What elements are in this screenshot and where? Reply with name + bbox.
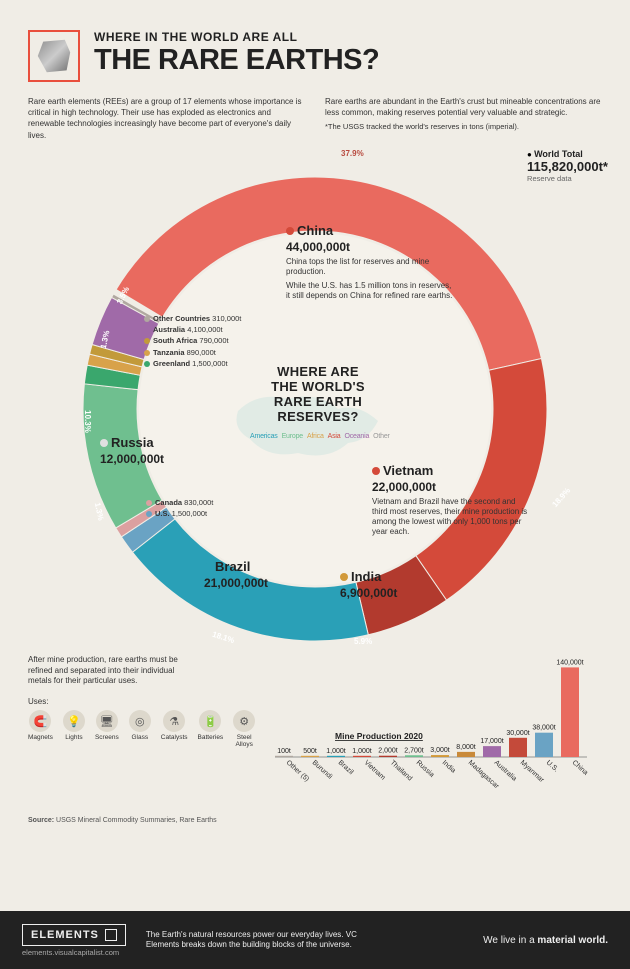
center-label: WHERE ARETHE WORLD'SRARE EARTHRESERVES?A… [248,365,388,440]
callout-russia: Russia12,000,000t [100,435,220,469]
bar-value: 2,000t [378,747,398,754]
use-item: ◎Glass [129,710,151,748]
bar-label: U.S. [545,759,560,773]
bar-russia [405,755,423,757]
bar-label: Myanmar [519,759,546,784]
legend-row: Greenland 1,500,000t [144,358,241,369]
mini-legend: Other Countries 310,000tAustralia 4,100,… [144,313,241,369]
mineral-icon [36,38,72,74]
bar-label: Brazil [337,759,355,776]
use-icon: ⚙ [233,710,255,732]
use-icon: ⚗ [163,710,185,732]
bar-value: 38,000t [533,724,556,731]
pct-label: 37.9% [341,149,364,158]
bar-australia [483,746,501,757]
use-item: ⚙Steel Alloys [233,710,255,748]
intro-columns: Rare earth elements (REEs) are a group o… [28,96,602,141]
callout-vietnam: Vietnam22,000,000tVietnam and Brazil hav… [372,463,530,541]
bar-thailand [379,755,397,756]
world-total: ● World Total 115,820,000t* Reserve data [527,149,608,183]
legend-row: Other Countries 310,000t [144,313,241,324]
callout-india: India6,900,000t [340,569,460,603]
use-icon: 🔋 [199,710,221,732]
legend-row: South Africa 790,000t [144,335,241,346]
mine-chart-title: Mine Production 2020 [335,731,423,741]
bar-label: Vietnam [363,759,387,781]
bar-madagascar [457,752,475,757]
pct-label: 10.3% [83,410,92,433]
refine-and-uses: After mine production, rare earths must … [28,655,255,805]
footer-right: We live in a material world. [483,935,608,946]
bar-india [431,755,449,757]
bar-label: Australia [493,759,518,782]
footer-url: elements.visualcapitalist.com [22,948,126,957]
uses-block: Uses: 🧲Magnets 💡Lights 🖥Screens ◎Glass ⚗Cata… [28,697,255,748]
bar-brazil [327,756,345,757]
use-icon: 🖥 [96,710,118,732]
use-icon: 🧲 [29,710,51,732]
use-item: 💡Lights [63,710,85,748]
uses-row: 🧲Magnets 💡Lights 🖥Screens ◎Glass ⚗Catalysts 🔋… [28,710,255,748]
infographic-page: WHERE IN THE WORLD ARE ALL THE RARE EART… [0,0,630,969]
bar-china [561,667,579,757]
intro-footnote: *The USGS tracked the world's reserves i… [325,122,602,133]
use-item: 🖥Screens [95,710,119,748]
bars-svg: Mine Production 2020 100t Other (5) 500t Bur… [269,655,630,805]
use-item: ⚗Catalysts [161,710,188,748]
bar-value: 140,000t [557,659,584,666]
intro-right: Rare earths are abundant in the Earth's … [325,96,602,141]
callout-china: China44,000,000tChina tops the list for … [286,223,456,301]
bar-label: Russia [415,759,436,779]
bar-label: Thailand [389,759,414,782]
footer-mid: The Earth's natural resources power our … [146,930,386,951]
bar-value: 100t [277,748,291,755]
legend-row: Australia 4,100,000t [144,324,241,335]
pct-label: 5.9% [354,637,372,646]
header: WHERE IN THE WORLD ARE ALL THE RARE EART… [28,30,602,82]
use-icon: ◎ [129,710,151,732]
mini-legend-2: Canada 830,000tU.S. 1,500,000t [146,497,213,520]
legend-row: Canada 830,000t [146,497,213,508]
bar-value: 30,000t [507,730,530,737]
legend-row: Tanzania 890,000t [144,347,241,358]
legend-row: U.S. 1,500,000t [146,508,213,519]
bar-label: Burundi [311,759,334,781]
use-icon: 💡 [63,710,85,732]
bar-label: India [441,759,457,774]
intro-left: Rare earth elements (REEs) are a group o… [28,96,305,141]
footer: ELEMENTS elements.visualcapitalist.com T… [0,911,630,969]
bar-other-5- [275,756,293,757]
bar-label: China [571,759,589,777]
uses-label: Uses: [28,697,255,706]
use-item: 🧲Magnets [28,710,53,748]
bar-vietnam [353,756,371,757]
bar-value: 3,000t [430,747,450,754]
bar-value: 500t [303,748,317,755]
use-item: 🔋Batteries [198,710,224,748]
footer-logo: ELEMENTS [22,924,126,946]
mineral-icon-box [28,30,80,82]
source-line: Source: USGS Mineral Commodity Summaries… [28,817,602,824]
kicker: WHERE IN THE WORLD ARE ALL [94,30,379,44]
bar-value: 8,000t [456,744,476,751]
callout-brazil: Brazil21,000,000t [204,559,324,593]
logo-square-icon [105,929,117,941]
bar-value: 2,700t [404,747,424,754]
bar-value: 1,000t [326,748,346,755]
bar-burundi [301,756,319,757]
footer-logo-block: ELEMENTS elements.visualcapitalist.com [22,924,126,957]
donut-chart-area: ● World Total 115,820,000t* Reserve data… [18,151,612,651]
bar-label: Other (5) [285,759,311,783]
bar-value: 1,000t [352,748,372,755]
bottom-section: After mine production, rare earths must … [28,655,602,805]
page-title: THE RARE EARTHS? [94,46,379,75]
bar-u-s- [535,732,553,756]
bar-myanmar [509,738,527,757]
bar-value: 17,000t [481,738,504,745]
title-block: WHERE IN THE WORLD ARE ALL THE RARE EART… [94,30,379,75]
mine-production-chart: Mine Production 2020 100t Other (5) 500t Bur… [269,655,630,805]
